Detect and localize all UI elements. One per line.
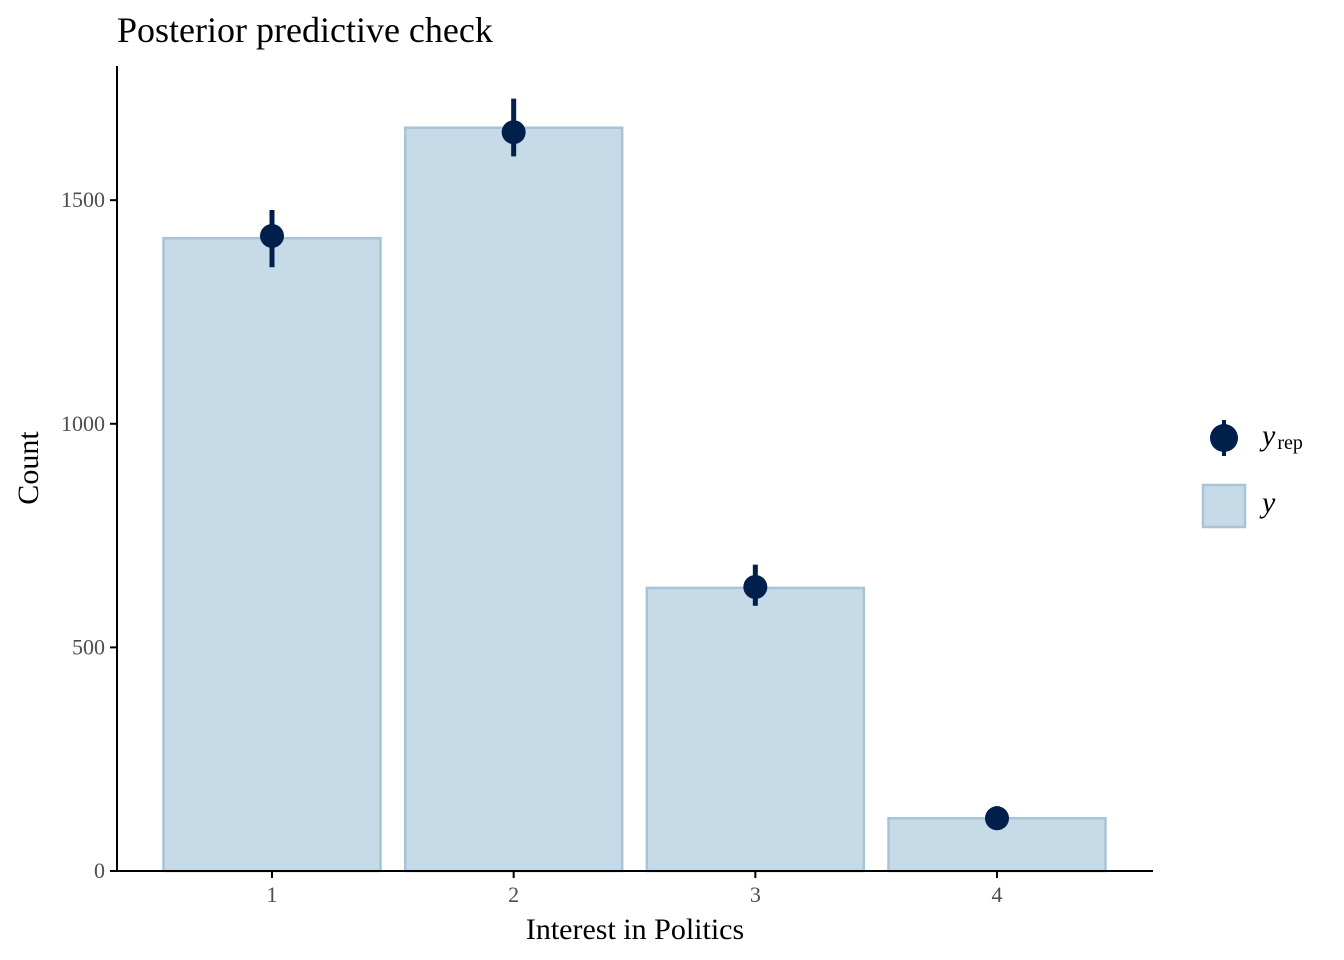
legend-label-y: y — [1259, 486, 1276, 519]
chart-title: Posterior predictive check — [117, 10, 493, 50]
x-tick-label-3: 3 — [750, 882, 761, 907]
legend-y-box — [1201, 483, 1247, 529]
y-tick-label-1000: 1000 — [61, 411, 105, 436]
x-tick-label-1: 1 — [267, 882, 278, 907]
yrep-point-4 — [985, 806, 1009, 831]
yrep-point-3 — [743, 575, 768, 600]
x-axis-title: Interest in Politics — [526, 913, 744, 946]
x-tick-label-2: 2 — [508, 882, 519, 907]
y-tick-label-500: 500 — [72, 634, 105, 659]
legend: y rep y — [1201, 419, 1303, 529]
yrep-point-2 — [501, 120, 526, 145]
y-axis-ticks: 0 500 1000 1500 — [61, 187, 117, 883]
legend-label-yrep-subscript: rep — [1277, 432, 1303, 454]
y-tick-label-0: 0 — [94, 858, 105, 883]
point-layer — [260, 98, 1009, 831]
legend-label-yrep: y rep — [1259, 419, 1303, 454]
bar-1 — [162, 236, 382, 873]
yrep-point-1 — [260, 223, 284, 248]
y-tick-label-1500: 1500 — [61, 187, 105, 212]
bar-layer — [162, 126, 1107, 873]
bar-3 — [645, 586, 866, 873]
x-axis-ticks: 1 2 3 4 — [267, 871, 1003, 907]
y-axis-title: Count — [12, 431, 45, 505]
bar-2 — [403, 126, 624, 873]
x-tick-label-4: 4 — [992, 882, 1003, 907]
legend-yrep-point — [1210, 424, 1238, 452]
